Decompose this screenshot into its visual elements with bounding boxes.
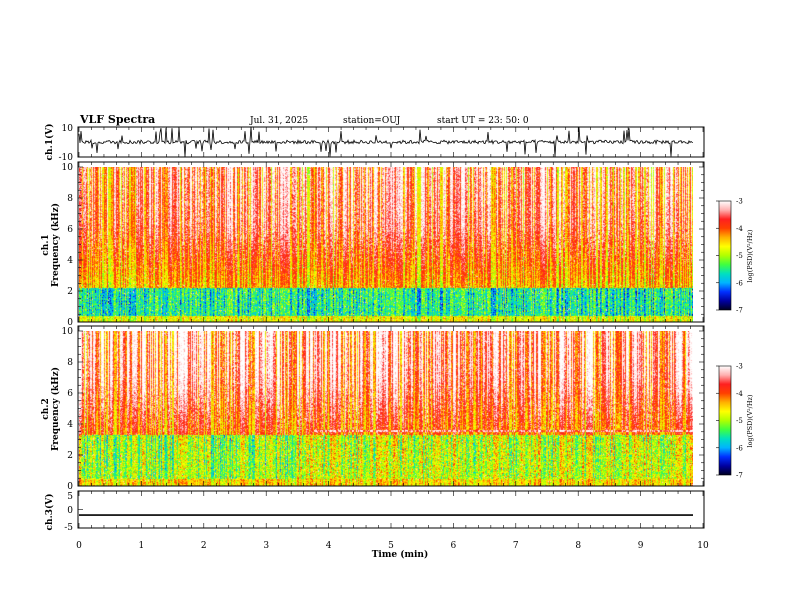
figure-station: station=OUJ	[343, 116, 401, 126]
xtick-label-0: 0	[76, 541, 82, 551]
ch2-colorbar-scale	[718, 365, 732, 476]
colorbar-tick--7: -7	[736, 307, 743, 315]
ch1-spectrogram-ylabel: Frequency (kHz)	[50, 203, 61, 287]
ch1-colorbar-scale	[718, 200, 732, 311]
time-axis-label: Time (min)	[372, 549, 429, 560]
ch2-spectrogram-panel: 0 2 4 6 8 10 ch.2 Frequency (kHz)	[41, 325, 705, 492]
xtick-label-9: 9	[638, 541, 644, 551]
ch1-waveform-ylabel: ch.1(V)	[44, 124, 55, 161]
ch3-waveform-panel: 5 0 -5 ch.3(V)	[44, 490, 705, 533]
ch3-ytick-mid: 0	[67, 506, 73, 516]
ch2-colorbar-label: log(PSD)(V²/Hz)	[746, 394, 754, 447]
ytick-label-0: 0	[67, 482, 73, 492]
figure-title: VLF Spectra	[79, 113, 155, 126]
ch1-ytick-top: 10	[62, 124, 74, 134]
ch1-ytick-bottom: -10	[59, 153, 74, 163]
xtick-label-1: 1	[139, 541, 145, 551]
colorbar-tick--4: -4	[736, 225, 743, 233]
colorbar-tick--6: -6	[736, 279, 743, 287]
ch2-spectrogram-image	[79, 331, 693, 486]
figure-start-time: start UT = 23: 50: 0	[437, 116, 529, 126]
colorbar-tick--5: -5	[736, 252, 743, 260]
colorbar-tick--3: -3	[736, 198, 743, 206]
xtick-label-8: 8	[575, 541, 581, 551]
ch3-waveform-frame	[77, 490, 705, 529]
ch1-spectrogram-panel: 0 2 4 6 8 10 ch.1 Frequency (kHz)	[41, 161, 705, 328]
colorbar-tick--4: -4	[736, 390, 743, 398]
ch2-spectrogram-ylabel-channel: ch.2	[41, 398, 51, 419]
xtick-label-10: 10	[697, 541, 709, 551]
colorbar-tick--7: -7	[736, 472, 743, 480]
ch3-waveform-ylabel: ch.3(V)	[44, 494, 55, 531]
ytick-label-2: 2	[67, 451, 73, 461]
ytick-label-4: 4	[67, 420, 73, 430]
time-axis-tick-labels: 0 1 2 3 4 5 6 7 8 9 10	[76, 541, 709, 551]
colorbar-tick--3: -3	[736, 363, 743, 371]
xtick-label-2: 2	[201, 541, 207, 551]
xtick-label-7: 7	[513, 541, 519, 551]
ytick-label-10: 10	[62, 327, 74, 337]
ch3-ytick-bottom: -5	[64, 523, 73, 533]
ch1-spectrogram-image	[79, 167, 693, 322]
ch1-spectrogram-ylabel-channel: ch.1	[41, 234, 51, 255]
ch1-colorbar-label: log(PSD)(V²/Hz)	[746, 229, 754, 282]
time-axis-ticks	[78, 127, 704, 528]
xtick-label-5: 5	[388, 541, 394, 551]
ytick-label-6: 6	[67, 389, 73, 399]
ytick-label-0: 0	[67, 318, 73, 328]
ch2-spectrogram-ylabel: Frequency (kHz)	[50, 367, 61, 451]
ch2-colorbar: -3 -4 -5 -6 -7 log(PSD)(V²/Hz)	[716, 363, 754, 480]
colorbar-tick--5: -5	[736, 417, 743, 425]
ch1-colorbar: -3 -4 -5 -6 -7 log(PSD)(V²/Hz)	[716, 198, 754, 315]
ch1-waveform-line	[78, 126, 694, 157]
ytick-label-6: 6	[67, 225, 73, 235]
colorbar-tick--6: -6	[736, 444, 743, 452]
ytick-label-8: 8	[67, 194, 73, 204]
xtick-label-3: 3	[263, 541, 269, 551]
ch1-waveform-panel: 10 -10 ch.1(V)	[44, 124, 705, 163]
ch3-ytick-top: 5	[67, 492, 73, 502]
figure-date: Jul. 31, 2025	[249, 116, 308, 126]
ytick-label-4: 4	[67, 256, 73, 266]
xtick-label-6: 6	[451, 541, 457, 551]
xtick-label-4: 4	[326, 541, 332, 551]
ytick-label-8: 8	[67, 358, 73, 368]
ytick-label-10: 10	[62, 163, 74, 173]
ytick-label-2: 2	[67, 287, 73, 297]
